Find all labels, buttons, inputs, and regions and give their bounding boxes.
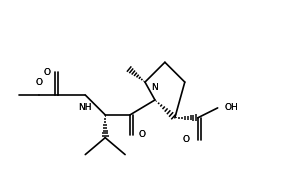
Text: O: O: [183, 135, 190, 144]
Text: N: N: [152, 83, 158, 92]
Text: OH: OH: [225, 103, 238, 112]
Text: NH: NH: [79, 103, 92, 112]
Text: O: O: [43, 68, 50, 77]
Text: O: O: [35, 78, 42, 87]
Text: O: O: [183, 135, 190, 144]
Text: O: O: [138, 130, 145, 139]
Text: N: N: [152, 83, 158, 92]
Text: O: O: [43, 68, 50, 77]
Text: O: O: [35, 78, 42, 87]
Text: NH: NH: [79, 103, 92, 112]
Text: O: O: [138, 130, 145, 139]
Text: OH: OH: [225, 103, 238, 112]
